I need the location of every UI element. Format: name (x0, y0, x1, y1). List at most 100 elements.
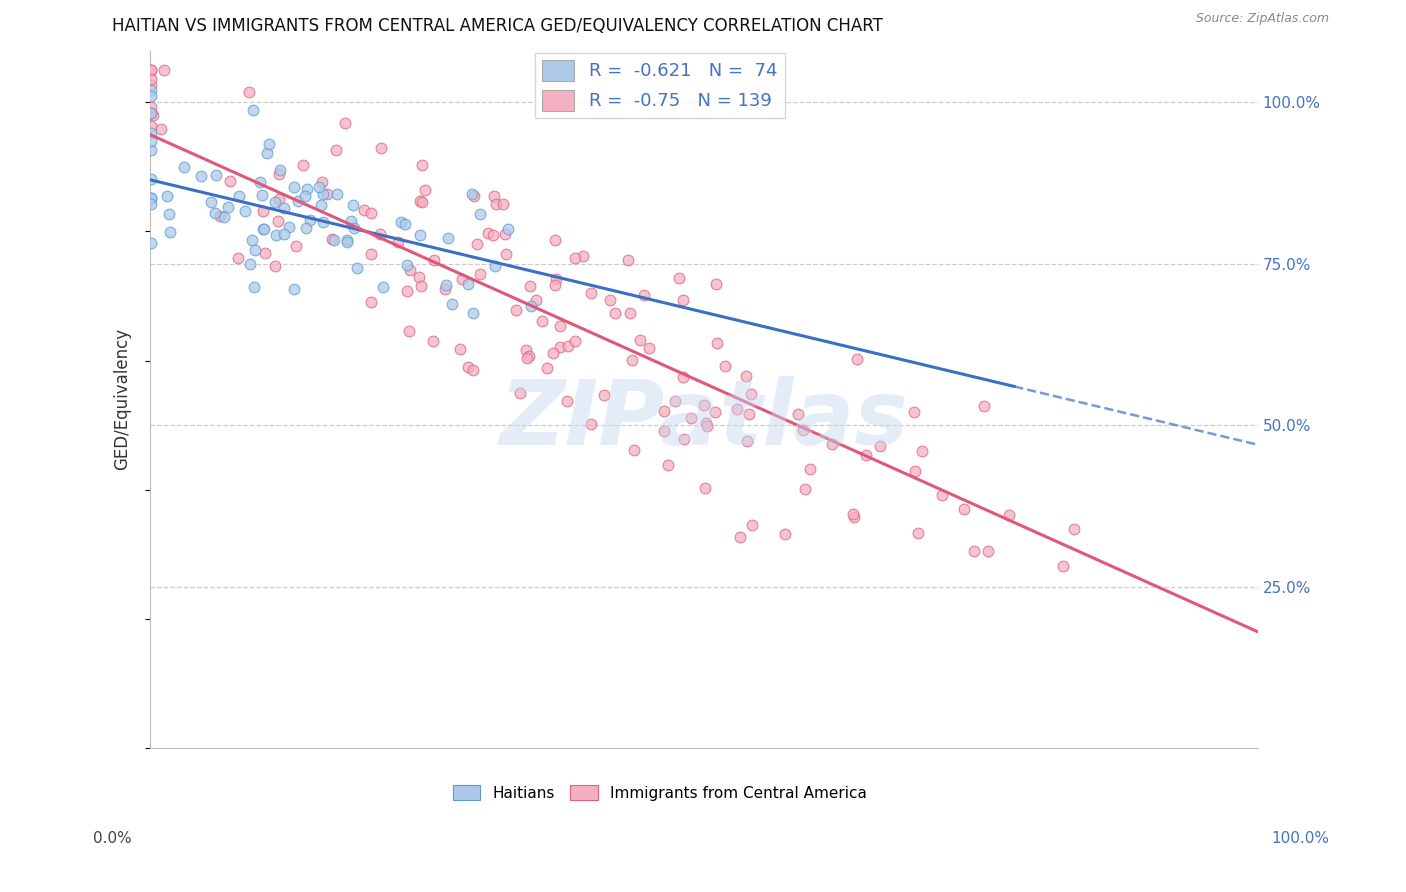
Point (141, 72, 163, 87)
Point (411, 278, 433, 293)
Point (141, 83, 163, 97)
Point (173, 160, 195, 174)
Point (387, 235, 409, 249)
Point (461, 306, 484, 320)
Point (973, 399, 995, 413)
Point (846, 352, 869, 367)
Point (599, 293, 621, 308)
Point (141, 236, 163, 251)
Point (633, 288, 655, 302)
Point (673, 432, 696, 446)
Point (273, 227, 295, 241)
Point (728, 530, 751, 544)
Text: HAITIAN VS IMMIGRANTS FROM CENTRAL AMERICA GED/EQUIVALENCY CORRELATION CHART: HAITIAN VS IMMIGRANTS FROM CENTRAL AMERI… (112, 17, 883, 35)
Point (869, 439, 891, 453)
Point (564, 251, 586, 265)
Point (284, 238, 307, 252)
Point (706, 335, 728, 350)
Point (208, 210, 231, 224)
Point (496, 222, 519, 236)
Point (671, 293, 693, 307)
Point (141, 126, 163, 140)
Point (408, 270, 430, 285)
Point (353, 203, 375, 218)
Point (799, 461, 821, 475)
Point (703, 405, 725, 419)
Point (141, 100, 163, 114)
Point (693, 398, 716, 412)
Point (457, 360, 479, 375)
Point (536, 360, 558, 375)
Point (326, 186, 349, 201)
Point (325, 144, 347, 158)
Point (256, 146, 278, 161)
Point (370, 141, 392, 155)
Point (141, 134, 163, 148)
Point (603, 306, 626, 320)
Point (339, 214, 361, 228)
Point (548, 319, 571, 334)
Point (519, 278, 541, 293)
Point (269, 168, 291, 182)
Point (792, 423, 814, 437)
Point (411, 158, 433, 172)
Point (741, 518, 763, 533)
Point (821, 436, 844, 450)
Point (481, 227, 503, 242)
Point (333, 116, 356, 130)
Point (269, 192, 291, 206)
Point (544, 278, 567, 293)
Point (141, 63, 163, 78)
Point (463, 363, 485, 377)
Point (530, 314, 553, 328)
Point (953, 502, 976, 516)
Point (544, 271, 567, 285)
Point (465, 237, 488, 252)
Point (1063, 522, 1085, 536)
Point (295, 182, 318, 196)
Point (141, 191, 163, 205)
Point (664, 393, 686, 408)
Point (321, 232, 343, 246)
Point (399, 263, 422, 277)
Point (451, 271, 474, 285)
Point (434, 282, 457, 296)
Point (793, 482, 815, 496)
Point (253, 221, 276, 235)
Point (413, 183, 436, 197)
Point (495, 247, 517, 261)
Point (218, 174, 240, 188)
Point (316, 187, 339, 202)
Point (543, 346, 565, 360)
Point (205, 168, 228, 182)
Point (411, 195, 433, 210)
Point (963, 544, 986, 558)
Point (342, 198, 364, 212)
Point (149, 121, 172, 136)
Point (371, 280, 394, 294)
Point (368, 227, 391, 242)
Point (855, 448, 877, 462)
Point (141, 88, 163, 103)
Point (141, 119, 163, 133)
Point (398, 324, 420, 338)
Point (738, 407, 761, 421)
Point (142, 108, 165, 122)
Point (495, 227, 517, 242)
Point (239, 257, 262, 271)
Point (477, 226, 499, 240)
Point (204, 206, 226, 220)
Point (309, 198, 332, 212)
Point (254, 246, 277, 260)
Point (696, 418, 718, 433)
Point (257, 136, 280, 151)
Point (619, 305, 641, 319)
Point (141, 190, 163, 204)
Point (394, 217, 416, 231)
Point (713, 359, 735, 374)
Point (269, 163, 291, 178)
Point (557, 339, 579, 353)
Point (245, 244, 267, 258)
Point (509, 386, 531, 401)
Point (681, 411, 703, 425)
